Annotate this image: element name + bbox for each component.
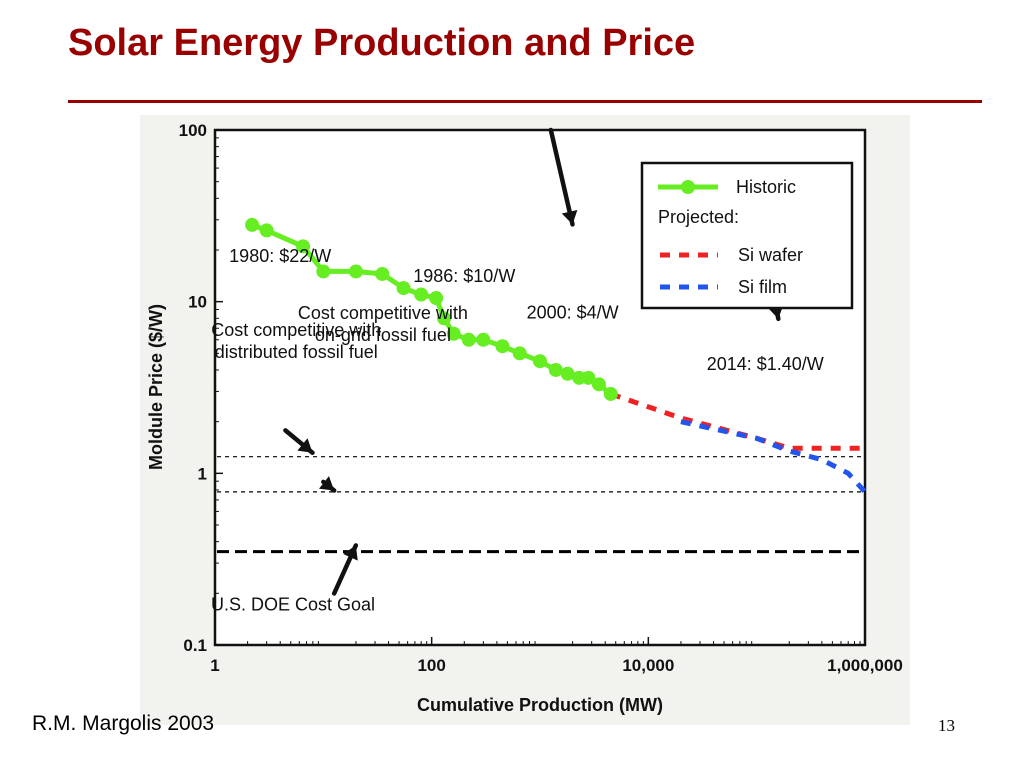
annotation-line: 2014: $1.40/W (707, 354, 824, 374)
historic-point (461, 332, 476, 347)
historic-point (533, 354, 547, 369)
historic-point (348, 264, 363, 279)
x-tick-label: 10,000 (622, 656, 674, 675)
historic-point (495, 339, 510, 354)
x-tick-label: 1,000,000 (827, 656, 903, 675)
annotation-line: 2000: $4/W (527, 302, 619, 322)
annotation-label: 1986: $10/W (413, 266, 515, 286)
historic-markers (245, 217, 618, 401)
legend-marker-historic (681, 180, 695, 194)
annotation-label: Cost competitive with distributed fossil … (211, 320, 381, 362)
annotation-arrow (548, 127, 575, 227)
x-axis-label: Cumulative Production (MW) (417, 695, 663, 715)
historic-point (560, 366, 575, 381)
arrow-head (343, 545, 358, 561)
annotation-line: on-grid fossil fuel (315, 325, 451, 345)
annotation-line: Cost competitive with (211, 320, 381, 340)
title-underline (68, 100, 982, 103)
legend-label-si-wafer: Si wafer (738, 245, 803, 265)
historic-point (548, 362, 563, 377)
historic-point (591, 377, 606, 392)
historic-point (396, 281, 411, 296)
x-tick-label: 1 (210, 656, 219, 675)
annotation-line: distributed fossil fuel (215, 342, 378, 362)
y-tick-label: 100 (179, 121, 207, 140)
series-si-wafer (609, 391, 865, 451)
historic-point (476, 332, 491, 347)
y-axis-label: Moldule Price ($/W) (146, 304, 166, 470)
historic-point (375, 266, 390, 281)
annotation-label: Cost competitive with on-grid fossil fuel (298, 303, 468, 345)
slide-title: Solar Energy Production and Price (68, 22, 696, 64)
arrow-head (297, 438, 313, 453)
legend-label-historic: Historic (736, 177, 796, 197)
legend: Historic Projected: Si wafer Si film (640, 161, 854, 310)
reference-lines (217, 456, 863, 554)
source-credit: R.M. Margolis 2003 (32, 712, 215, 735)
annotation-line: U.S. DOE Cost Goal (211, 595, 375, 615)
historic-point (437, 311, 452, 326)
historic-point (316, 264, 331, 279)
historic-point (429, 291, 444, 306)
historic-point (603, 386, 618, 401)
historic-point (245, 217, 260, 232)
y-tick-label: 1 (198, 464, 207, 483)
historic-point (446, 326, 461, 341)
annotation-label: U.S. DOE Cost Goal (211, 595, 375, 615)
series-si-film (680, 419, 867, 494)
annotation-label: 2014: $1.40/W (707, 354, 824, 374)
legend-label-projected: Projected: (658, 207, 739, 227)
historic-point (414, 287, 429, 302)
annotation-label: 2000: $4/W (527, 302, 619, 322)
chart-figure: 1 100 10,000 1,000,000 0.1 1 10 100 1980: $22/W… (140, 0, 910, 725)
historic-point (259, 223, 274, 238)
y-tick-label: 10 (188, 293, 207, 312)
annotation-label: 1980: $22/W (229, 246, 331, 266)
arrow-head (561, 209, 578, 225)
historic-point (512, 346, 527, 361)
annotation-line: Cost competitive with (298, 303, 468, 323)
historic-point (296, 239, 311, 254)
x-tick-label: 100 (417, 656, 445, 675)
annotations: 1980: $22/W 1986: $10/W 2000: $4/W 2014: $1… (211, 0, 824, 615)
annotation-line: 1980: $22/W (229, 246, 331, 266)
historic-point (581, 370, 596, 385)
y-tick-label: 0.1 (183, 636, 207, 655)
annotation-line: 1986: $10/W (413, 266, 515, 286)
arrow-head (319, 476, 335, 491)
legend-label-si-film: Si film (738, 277, 787, 297)
page-number: 13 (938, 716, 955, 735)
